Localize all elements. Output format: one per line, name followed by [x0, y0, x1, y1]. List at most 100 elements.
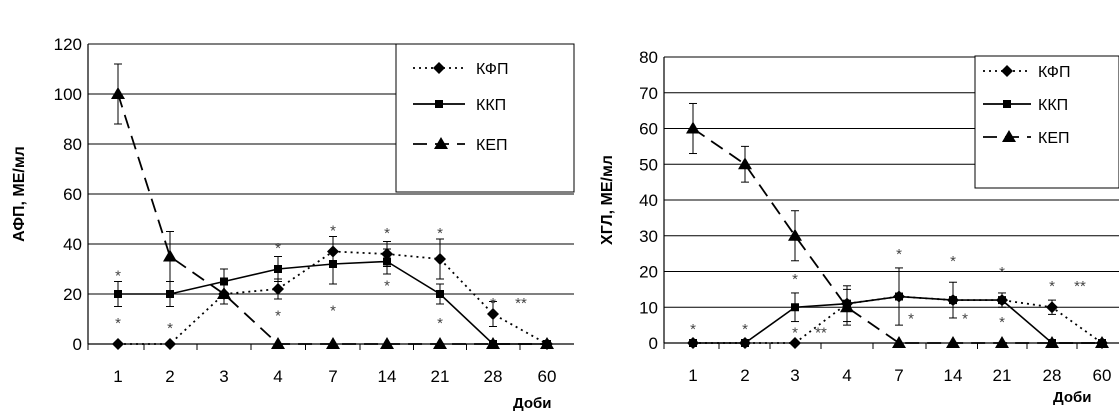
afp-annotation: *: [115, 268, 121, 285]
afp-x-tick-label: 4: [273, 367, 282, 386]
hgl-point-2: [1095, 336, 1109, 348]
afp-point-2: [540, 337, 554, 349]
hgl-x-tick-label: 4: [842, 366, 851, 385]
hgl-annotation: *: [896, 246, 902, 263]
afp-point-1: [166, 290, 174, 298]
hgl-legend-label: КФП: [1038, 64, 1070, 81]
afp-annotation: *: [115, 315, 121, 332]
afp-annotation: *: [384, 278, 390, 295]
afp-legend-label: КФП: [476, 61, 508, 78]
afp-x-tick-label: 1: [113, 367, 122, 386]
afp-point-0: [487, 308, 499, 320]
hgl-x-tick-label: 21: [993, 366, 1012, 385]
hgl-point-0: [789, 337, 801, 349]
hgl-y-tick-label: 80: [639, 48, 658, 67]
afp-point-1: [383, 257, 391, 266]
hgl-point-1: [895, 292, 903, 301]
afp-y-tick-label: 80: [63, 135, 82, 154]
hgl-series-line-2: [692, 127, 1102, 344]
afp-x-tick-label: 28: [484, 367, 503, 386]
hgl-annotation: *: [1049, 278, 1055, 295]
afp-point-1: [220, 277, 228, 286]
hgl-y-tick-label: 40: [639, 191, 658, 210]
hgl-legend-marker: [1001, 65, 1013, 77]
afp-y-tick-label: 20: [63, 285, 82, 304]
afp-legend-marker: [435, 100, 443, 108]
hgl-y-tick-label: 70: [639, 84, 658, 103]
hgl-x-axis-label: Доби: [1053, 389, 1092, 406]
hgl-annotation: *: [962, 310, 968, 327]
hgl-y-tick-label: 0: [649, 334, 658, 353]
afp-annotation: *: [330, 223, 336, 240]
afp-point-2: [433, 337, 447, 349]
hgl-annotation: *: [690, 321, 696, 338]
hgl-annotation: *: [742, 321, 748, 338]
hgl-y-tick-label: 30: [639, 227, 658, 246]
afp-legend-marker: [434, 137, 448, 149]
hgl-x-tick-label: 1: [688, 366, 697, 385]
hgl-annotation: *: [792, 271, 798, 288]
hgl-legend-box: [974, 55, 1119, 189]
hgl-point-1: [741, 339, 749, 347]
hgl-point-0: [1046, 301, 1058, 314]
afp-x-axis-label: Доби: [513, 395, 552, 412]
afp-legend-marker: [433, 62, 445, 74]
afp-point-2: [111, 87, 125, 99]
hgl-annotation: *: [999, 264, 1005, 281]
afp-point-1: [329, 260, 337, 268]
afp-annotation: *: [275, 308, 281, 325]
hgl-point-1: [998, 296, 1006, 305]
hgl-y-tick-label: 10: [639, 298, 658, 317]
afp-legend-label: ККП: [476, 97, 506, 114]
afp-point-2: [486, 337, 500, 349]
afp-point-1: [436, 290, 444, 298]
afp-annotation: *: [167, 320, 173, 337]
afp-x-tick-label: 3: [219, 367, 228, 386]
afp-point-2: [380, 337, 394, 349]
afp-point-2: [217, 287, 231, 299]
afp-y-tick-label: 120: [54, 35, 82, 54]
afp-point-1: [274, 265, 282, 273]
hgl-point-2: [1045, 336, 1059, 348]
hgl-point-1: [949, 296, 957, 305]
hgl-annotation: **: [1074, 278, 1086, 295]
hgl-y-tick-label: 50: [639, 155, 658, 174]
hgl-point-2: [686, 121, 700, 134]
hgl-y-axis-label: ХГЛ, МЕ/мл: [599, 155, 616, 245]
afp-point-0: [434, 253, 446, 265]
hgl-legend-label: КЕП: [1038, 130, 1070, 147]
afp-annotation: *: [330, 303, 336, 320]
hgl-x-tick-label: 14: [944, 366, 963, 385]
hgl-annotation: *: [792, 325, 798, 342]
afp-point-0: [272, 283, 284, 295]
hgl-point-2: [840, 300, 854, 313]
afp-legend-label: КЕП: [476, 137, 508, 154]
afp-y-tick-label: 0: [73, 335, 82, 354]
afp-annotation: *: [384, 225, 390, 242]
hgl-series-line-1: [693, 295, 1102, 344]
afp-y-axis-label: АФП, МЕ/мл: [11, 146, 28, 242]
hgl-point-2: [738, 157, 752, 170]
afp-y-tick-label: 40: [63, 235, 82, 254]
afp-x-tick-label: 60: [538, 367, 557, 386]
hgl-annotation: *: [950, 253, 956, 270]
afp-y-tick-label: 100: [54, 85, 82, 104]
hgl-annotation: *: [908, 310, 914, 327]
hgl-annotation: **: [815, 325, 827, 342]
hgl-point-2: [788, 228, 802, 241]
hgl-point-2: [892, 336, 906, 348]
hgl-x-tick-label: 7: [894, 366, 903, 385]
hgl-point-2: [995, 336, 1009, 348]
hgl-legend-label: ККП: [1038, 97, 1068, 114]
afp-x-tick-label: 21: [431, 367, 450, 386]
afp-annotation: *: [275, 240, 281, 257]
hgl-annotation: *: [999, 314, 1005, 331]
afp-y-tick-label: 60: [63, 185, 82, 204]
hgl-point-2: [946, 336, 960, 348]
afp-x-tick-label: 14: [378, 367, 397, 386]
hgl-x-tick-label: 3: [790, 366, 799, 385]
afp-point-2: [163, 249, 177, 262]
afp-point-1: [114, 290, 122, 298]
